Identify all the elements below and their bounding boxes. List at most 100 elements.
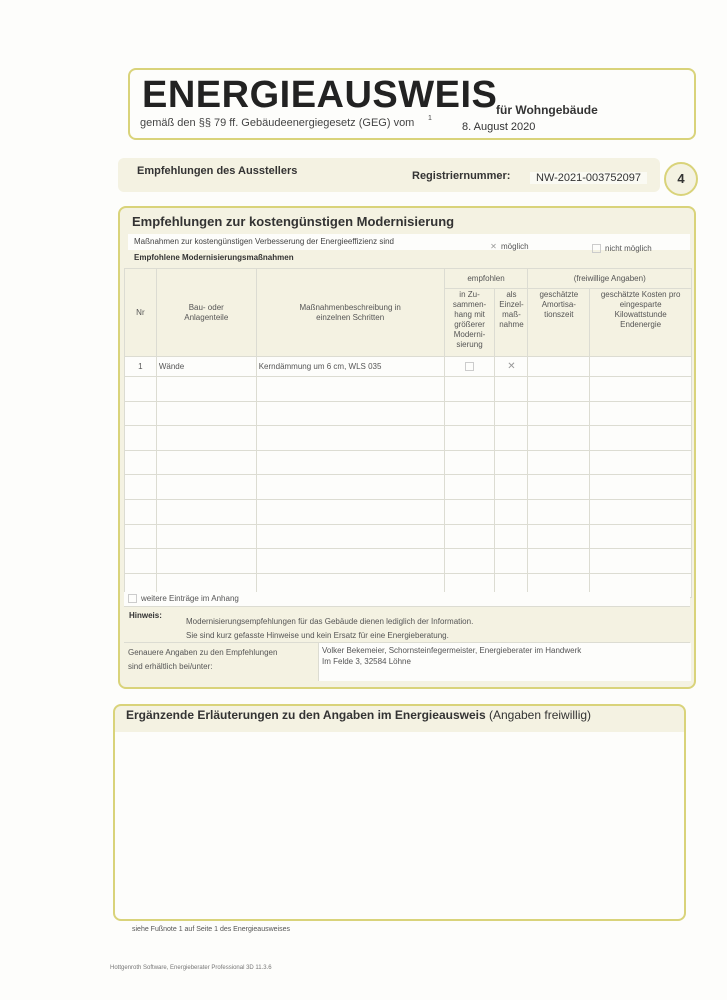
table-cell (155, 523, 257, 550)
table-row-empty (124, 498, 692, 525)
col-part: Bau- oder Anlagenteile (155, 268, 257, 357)
table-cell (494, 425, 529, 451)
divider (124, 642, 690, 643)
cell-single: ✕ (494, 356, 529, 377)
table-cell (255, 498, 445, 525)
table-cell (494, 548, 529, 574)
contact-line-1: Volker Bekemeier, Schornsteinfegermeiste… (322, 646, 582, 655)
table-cell (589, 400, 692, 427)
cell-payback (527, 356, 591, 377)
table-row-empty (124, 425, 692, 451)
possible-checkbox[interactable]: ✕ (490, 242, 497, 252)
col-single: als Einzel- maß- nahme (494, 288, 529, 357)
cell-combined (443, 356, 496, 377)
table-cell (494, 376, 529, 402)
page-number-badge: 4 (664, 162, 698, 196)
table-cell (124, 523, 157, 550)
table-cell (255, 425, 445, 451)
table-cell (443, 400, 496, 427)
table-cell (527, 474, 591, 500)
table-cell (255, 376, 445, 402)
measures-row (128, 234, 690, 250)
table-cell (589, 425, 692, 451)
table-cell (589, 376, 692, 402)
table-cell (255, 523, 445, 550)
more-entries-label: weitere Einträge im Anhang (141, 594, 239, 603)
table-row-empty (124, 474, 692, 500)
table-cell (124, 548, 157, 574)
subtitle: gemäß den §§ 79 ff. Gebäudeenergiegesetz… (140, 117, 415, 129)
col-recommended: empfohlen (443, 268, 529, 289)
footnote: siehe Fußnote 1 auf Seite 1 des Energiea… (132, 926, 290, 933)
table-cell (527, 376, 591, 402)
table-cell (443, 449, 496, 476)
col-cost: geschätzte Kosten pro eingesparte Kilowa… (589, 288, 692, 357)
table-cell (589, 474, 692, 500)
cell-description: Kerndämmung um 6 cm, WLS 035 (255, 356, 445, 377)
more-entries[interactable]: weitere Einträge im Anhang (128, 594, 239, 604)
option-not-possible-label: nicht möglich (605, 244, 652, 253)
table-cell (494, 449, 529, 476)
table-cell (155, 474, 257, 500)
not-possible-checkbox[interactable] (592, 244, 601, 254)
table-cell (124, 498, 157, 525)
table-cell (443, 498, 496, 525)
table-cell (527, 449, 591, 476)
table-cell (527, 400, 591, 427)
table-cell (589, 498, 692, 525)
software-credit: Hottgenroth Software, Energieberater Pro… (110, 965, 272, 971)
table-row-empty (124, 523, 692, 550)
single-checkbox-checked[interactable]: ✕ (507, 361, 516, 372)
table-cell (494, 400, 529, 427)
table-row-empty (124, 449, 692, 476)
col-description: Maßnahmenbeschreibung in einzelnen Schri… (255, 268, 445, 357)
measures-label: Maßnahmen zur kostengünstigen Verbesseru… (134, 237, 395, 246)
table-row: 1 Wände Kerndämmung um 6 cm, WLS 035 ✕ (124, 356, 692, 377)
table-cell (124, 376, 157, 402)
option-possible[interactable]: ✕ möglich (490, 242, 528, 252)
table-cell (155, 498, 257, 525)
col-payback: geschätzte Amortisa- tionszeit (527, 288, 591, 357)
table-cell (124, 400, 157, 427)
explanations-title-bold: Ergänzende Erläuterungen zu den Angaben … (126, 708, 486, 722)
table-cell (443, 376, 496, 402)
table-row-empty (124, 376, 692, 402)
band-label: Empfehlungen des Ausstellers (137, 165, 298, 177)
table-cell (527, 523, 591, 550)
more-entries-checkbox[interactable] (128, 594, 137, 604)
explanations-box (113, 704, 686, 921)
table-cell (155, 449, 257, 476)
table-row-empty (124, 548, 692, 574)
table-cell (155, 548, 257, 574)
table-row-empty (124, 400, 692, 427)
contact-line-2: Im Felde 3, 32584 Löhne (322, 657, 411, 666)
explanations-title: Ergänzende Erläuterungen zu den Angaben … (126, 708, 591, 722)
cell-part: Wände (155, 356, 257, 377)
table-cell (494, 474, 529, 500)
table-cell (494, 498, 529, 525)
title-suffix: für Wohngebäude (496, 103, 598, 117)
header-box (128, 68, 696, 140)
table-cell (124, 425, 157, 451)
table-cell (443, 474, 496, 500)
contact-value-bg (318, 643, 691, 681)
table-cell (527, 498, 591, 525)
contact-label-1: Genauere Angaben zu den Empfehlungen (128, 648, 278, 657)
recommended-label: Empfohlene Modernisierungsmaßnahmen (134, 253, 294, 262)
measures-table: Nr Bau- oder Anlagenteile Maßnahmenbesch… (124, 268, 692, 599)
note-line-1: Modernisierungsempfehlungen für das Gebä… (186, 617, 474, 626)
cell-cost (589, 356, 692, 377)
table-cell (155, 425, 257, 451)
table-cell (494, 523, 529, 550)
table-cell (124, 474, 157, 500)
registration-number: NW-2021-003752097 (530, 172, 647, 184)
combined-checkbox[interactable] (465, 362, 475, 372)
table-cell (443, 425, 496, 451)
table-cell (589, 548, 692, 574)
table-cell (255, 400, 445, 427)
table-cell (443, 548, 496, 574)
col-nr: Nr (124, 268, 157, 357)
cell-nr: 1 (124, 356, 157, 377)
option-not-possible[interactable]: nicht möglich (592, 244, 652, 254)
col-combined: in Zu- sammen- hang mit größerer Moderni… (443, 288, 496, 357)
